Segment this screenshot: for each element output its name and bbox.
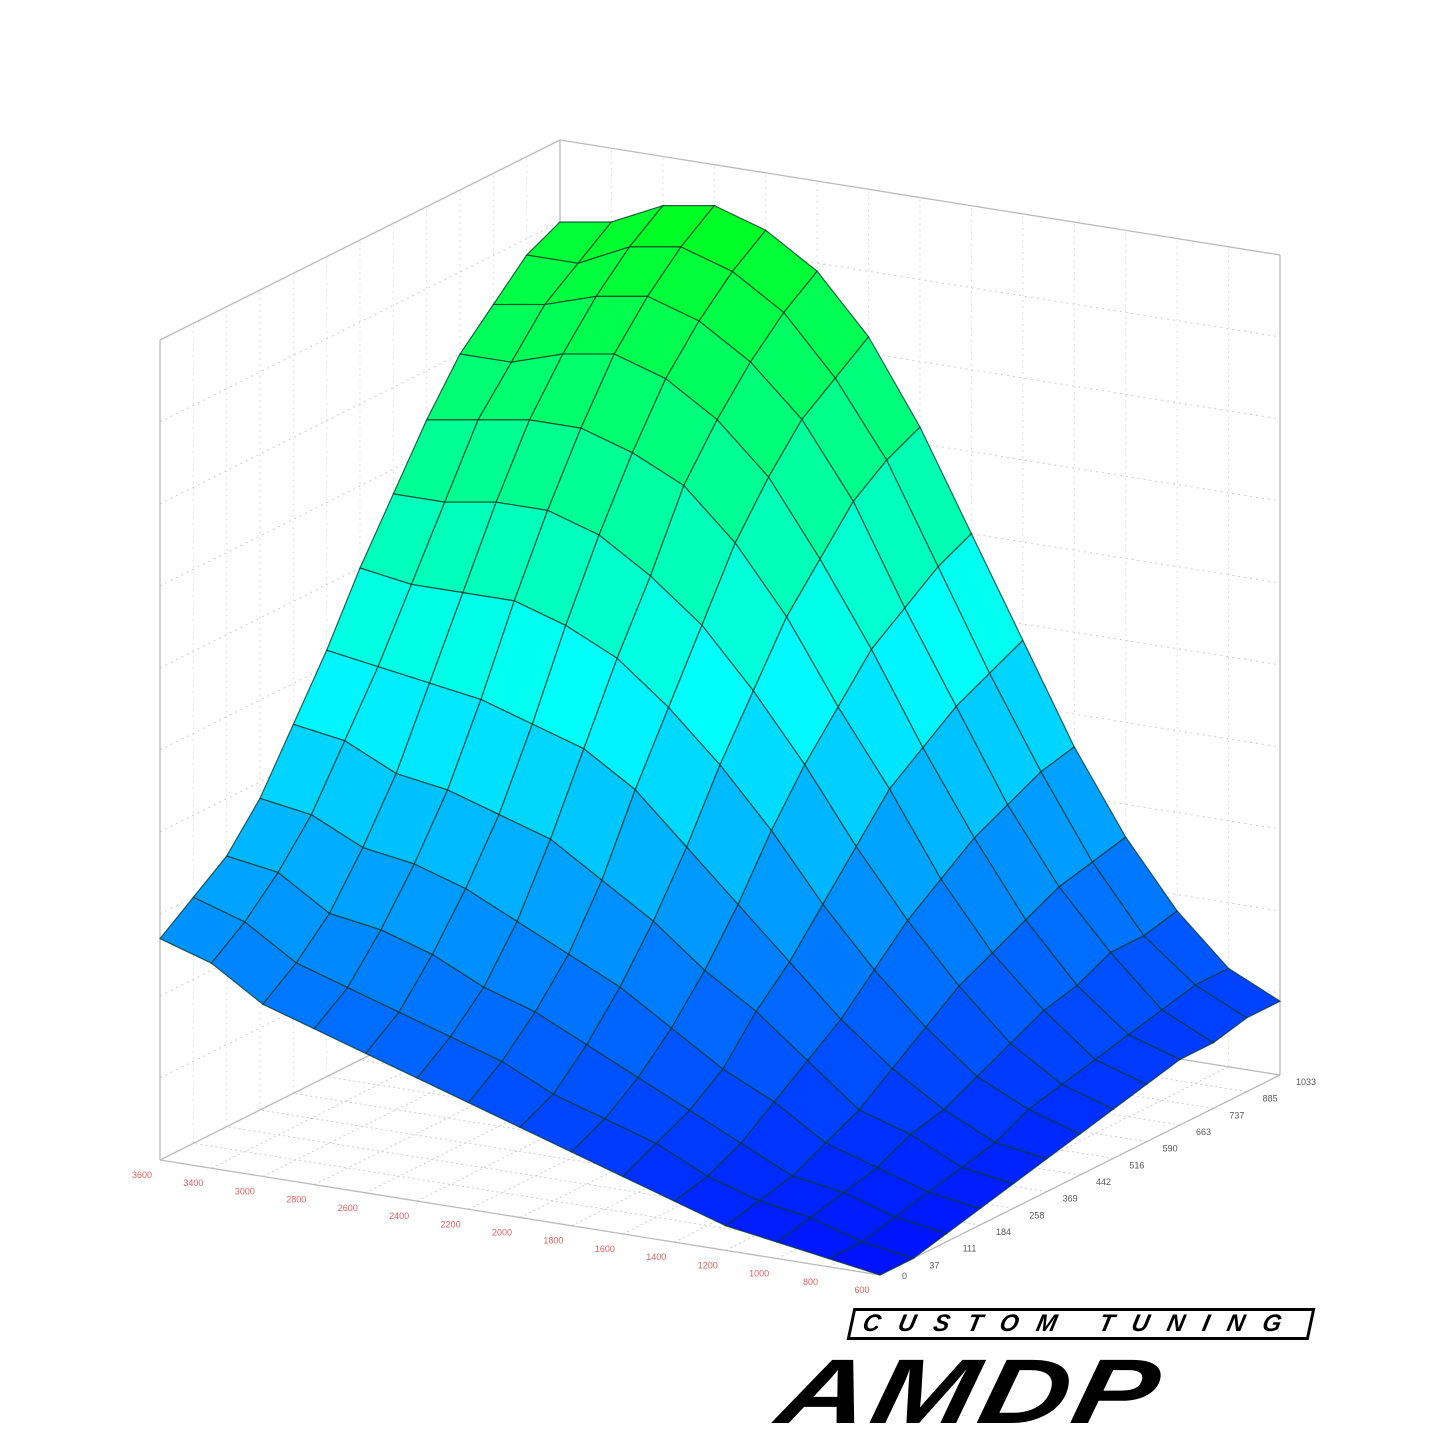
rpm-tick-label: 3600 xyxy=(132,1170,152,1180)
rpm-tick-label: 2800 xyxy=(286,1195,306,1205)
load-tick-label: 258 xyxy=(1029,1210,1044,1220)
rpm-tick-label: 600 xyxy=(854,1285,869,1295)
rpm-tick-label: 2400 xyxy=(389,1211,409,1221)
load-tick-label: 663 xyxy=(1196,1127,1211,1137)
rpm-tick-label: 2200 xyxy=(441,1219,461,1229)
rpm-tick-label: 1400 xyxy=(646,1252,666,1262)
rpm-tick-label: 1200 xyxy=(698,1260,718,1270)
load-tick-label: 37 xyxy=(929,1260,939,1270)
amdp-logo: CUSTOM TUNING AMDP xyxy=(769,1308,1430,1443)
load-tick-label: 737 xyxy=(1229,1110,1244,1120)
rpm-tick-label: 2000 xyxy=(492,1228,512,1238)
logo-sub-text: CUSTOM TUNING xyxy=(846,1308,1316,1340)
rpm-tick-label: 3400 xyxy=(183,1178,203,1188)
load-tick-label: 0 xyxy=(902,1271,907,1281)
load-tick-label: 1033 xyxy=(1296,1077,1316,1087)
surface-cell xyxy=(826,1241,915,1276)
rpm-tick-label: 2600 xyxy=(338,1203,358,1213)
surface-mesh xyxy=(159,204,1282,1276)
load-tick-label: 442 xyxy=(1096,1177,1111,1187)
rpm-tick-label: 3000 xyxy=(235,1186,255,1196)
load-tick-label: 111 xyxy=(963,1244,977,1254)
box-edge xyxy=(879,1074,1281,1276)
load-tick-label: 885 xyxy=(1263,1094,1278,1104)
rpm-tick-label: 1800 xyxy=(543,1236,563,1246)
rpm-tick-label: 1600 xyxy=(595,1244,615,1254)
rpm-axis-ticks: 3600 3400 3000 2800 2600 2400 2200 2000 1800 1600… xyxy=(132,1170,870,1295)
rpm-tick-label: 800 xyxy=(803,1277,818,1287)
load-tick-label: 369 xyxy=(1063,1194,1078,1204)
logo-main-text: AMDP xyxy=(769,1340,1173,1443)
box-edge xyxy=(559,139,1281,256)
rpm-tick-label: 1000 xyxy=(749,1269,769,1279)
box-edge xyxy=(159,139,561,341)
load-tick-label: 184 xyxy=(996,1227,1011,1237)
load-tick-label: 590 xyxy=(1163,1144,1178,1154)
load-tick-label: 516 xyxy=(1129,1160,1144,1170)
box-edge xyxy=(159,1159,881,1276)
load-axis-ticks: 0 37 111 184 258 369 442 516 590 663 737 885 1033 xyxy=(902,1077,1316,1281)
